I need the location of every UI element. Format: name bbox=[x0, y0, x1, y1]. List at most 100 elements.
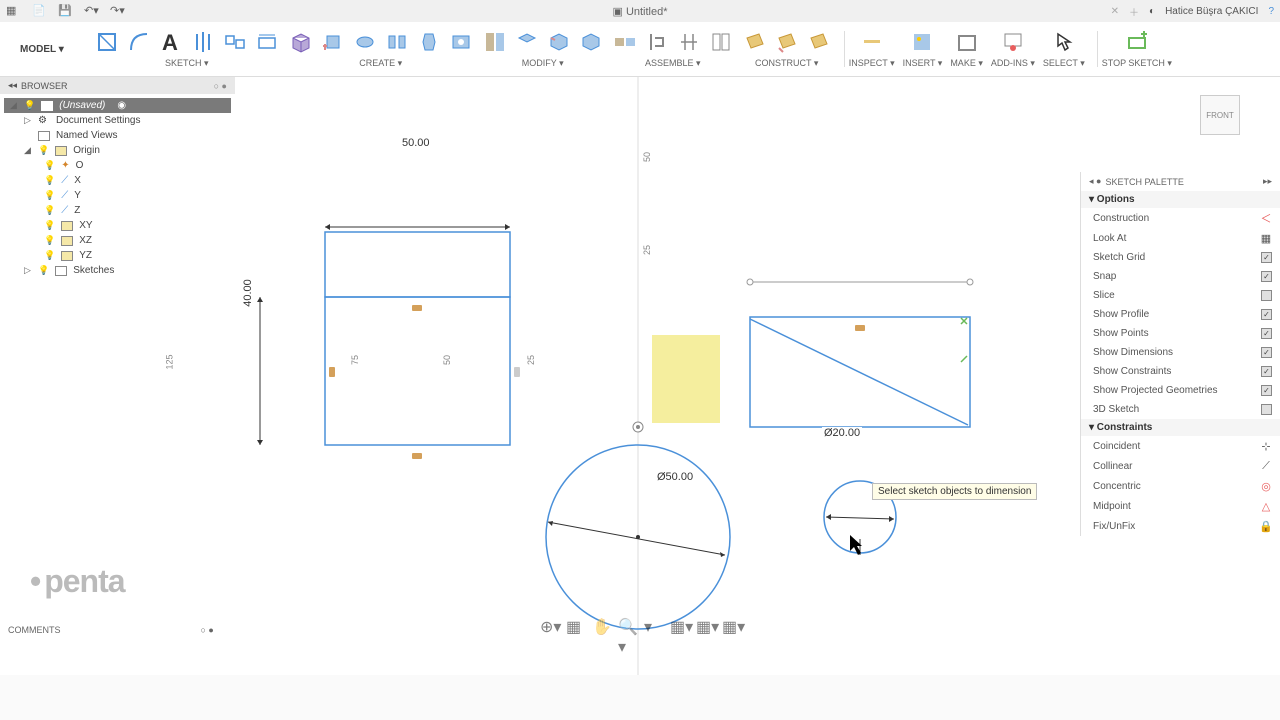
browser-root[interactable]: ◢💡 (Unsaved) ◉ bbox=[4, 98, 231, 113]
palette-construction[interactable]: Construction＜ bbox=[1081, 208, 1280, 228]
lookat-nav-icon[interactable]: ▦ bbox=[566, 617, 584, 635]
undo-icon[interactable]: ↶▾ bbox=[84, 4, 98, 18]
display-icon[interactable]: ▦▾ bbox=[670, 617, 688, 635]
create-loft-icon[interactable] bbox=[416, 29, 442, 55]
save-icon[interactable]: 💾 bbox=[58, 4, 72, 18]
palette-sketchgrid[interactable]: Sketch Grid bbox=[1081, 248, 1280, 267]
document-title: ▣ Untitled* bbox=[612, 5, 667, 18]
assemble-group-label[interactable]: ASSEMBLE ▾ bbox=[645, 58, 701, 69]
stop-sketch-label[interactable]: STOP SKETCH ▾ bbox=[1102, 58, 1172, 69]
tree-sketches[interactable]: ▷💡Sketches bbox=[4, 263, 231, 278]
grid-nav-icon[interactable]: ▦▾ bbox=[696, 617, 714, 635]
fit-icon[interactable]: ▾ bbox=[644, 617, 662, 635]
palette-slice[interactable]: Slice bbox=[1081, 286, 1280, 305]
modify-shell-icon[interactable] bbox=[514, 29, 540, 55]
browser-header[interactable]: ◂◂BROWSER ○ ● bbox=[0, 77, 235, 94]
tree-doc-settings[interactable]: ▷⚙Document Settings bbox=[4, 113, 231, 128]
tree-named-views[interactable]: Named Views bbox=[4, 128, 231, 143]
tree-origin-xy[interactable]: 💡XY bbox=[4, 218, 231, 233]
palette-showprofile[interactable]: Show Profile bbox=[1081, 305, 1280, 324]
palette-options-header[interactable]: ▾ Options bbox=[1081, 191, 1280, 208]
sketch-dim-icon[interactable] bbox=[254, 29, 280, 55]
palette-showdims[interactable]: Show Dimensions bbox=[1081, 343, 1280, 362]
construct-group-label[interactable]: CONSTRUCT ▾ bbox=[755, 58, 818, 69]
sketch-arc-icon[interactable] bbox=[126, 29, 152, 55]
grid-icon[interactable]: ▦ bbox=[6, 4, 20, 18]
modify-group-label[interactable]: MODIFY ▾ bbox=[522, 58, 564, 69]
palette-coincident[interactable]: Coincident⊹ bbox=[1081, 436, 1280, 456]
create-group-label[interactable]: CREATE ▾ bbox=[359, 58, 402, 69]
create-box-icon[interactable] bbox=[288, 29, 314, 55]
modify-fillet-icon[interactable] bbox=[482, 29, 508, 55]
stop-sketch-icon[interactable] bbox=[1124, 29, 1150, 55]
user-name[interactable]: Hatice Büşra ÇAKICI bbox=[1165, 6, 1258, 17]
palette-fixunfix[interactable]: Fix/UnFix🔒 bbox=[1081, 516, 1280, 536]
modify-combine-icon[interactable] bbox=[546, 29, 572, 55]
palette-snap[interactable]: Snap bbox=[1081, 267, 1280, 286]
comments-bar[interactable]: COMMENTS○ ● bbox=[8, 625, 214, 635]
palette-showpoints[interactable]: Show Points bbox=[1081, 324, 1280, 343]
make-group-label[interactable]: MAKE ▾ bbox=[950, 58, 983, 69]
redo-icon[interactable]: ↷▾ bbox=[110, 4, 124, 18]
assemble-joint-icon[interactable] bbox=[612, 29, 638, 55]
add-tab-icon[interactable]: ＋ bbox=[1129, 4, 1139, 19]
addins-icon[interactable] bbox=[1000, 29, 1026, 55]
orbit-icon[interactable]: ⊕▾ bbox=[540, 617, 558, 635]
palette-midpoint[interactable]: Midpoint△ bbox=[1081, 496, 1280, 516]
sketch-line-icon[interactable] bbox=[94, 29, 120, 55]
pan-icon[interactable]: ✋ bbox=[592, 617, 610, 635]
viewport-icon[interactable]: ▦▾ bbox=[722, 617, 740, 635]
tree-origin-y[interactable]: 💡⟋Y bbox=[4, 188, 231, 203]
select-group-label[interactable]: SELECT ▾ bbox=[1043, 58, 1085, 69]
create-extrude-icon[interactable] bbox=[320, 29, 346, 55]
tree-origin-z[interactable]: 💡⟋Z bbox=[4, 203, 231, 218]
inspect-group-label[interactable]: INSPECT ▾ bbox=[849, 58, 895, 69]
create-sweep-icon[interactable] bbox=[384, 29, 410, 55]
new-icon[interactable]: 📄 bbox=[32, 4, 46, 18]
close-tab-icon[interactable]: ✕ bbox=[1111, 6, 1119, 17]
palette-header[interactable]: ◂ ●SKETCH PALETTE▸▸ bbox=[1081, 172, 1280, 191]
palette-collinear[interactable]: Collinear⟋ bbox=[1081, 456, 1280, 476]
sketch-palette: ◂ ●SKETCH PALETTE▸▸ ▾ Options Constructi… bbox=[1080, 172, 1280, 536]
sketch-group-label[interactable]: SKETCH ▾ bbox=[165, 58, 209, 69]
assemble-4-icon[interactable] bbox=[708, 29, 734, 55]
help-icon[interactable]: ? bbox=[1268, 6, 1274, 17]
modify-split-icon[interactable] bbox=[578, 29, 604, 55]
palette-lookat[interactable]: Look At▦ bbox=[1081, 228, 1280, 248]
construct-axis-icon[interactable] bbox=[774, 29, 800, 55]
palette-3dsketch[interactable]: 3D Sketch bbox=[1081, 400, 1280, 419]
sketch-text-icon[interactable]: A bbox=[158, 29, 184, 55]
palette-showconstraints[interactable]: Show Constraints bbox=[1081, 362, 1280, 381]
palette-constraints-header[interactable]: ▾ Constraints bbox=[1081, 419, 1280, 436]
user-avatar-icon[interactable]: ◐ bbox=[1149, 6, 1155, 17]
construct-point-icon[interactable] bbox=[806, 29, 832, 55]
dim-rect-width[interactable]: 50.00 bbox=[400, 137, 432, 149]
insert-group-label[interactable]: INSERT ▾ bbox=[903, 58, 943, 69]
create-hole-icon[interactable] bbox=[448, 29, 474, 55]
dim-rect-height[interactable]: 40.00 bbox=[242, 277, 254, 309]
dim-circle1[interactable]: Ø50.00 bbox=[655, 471, 695, 483]
create-revolve-icon[interactable] bbox=[352, 29, 378, 55]
select-icon[interactable] bbox=[1051, 29, 1077, 55]
tree-origin[interactable]: ◢💡Origin bbox=[4, 143, 231, 158]
assemble-3-icon[interactable] bbox=[676, 29, 702, 55]
zoom-icon[interactable]: 🔍▾ bbox=[618, 617, 636, 635]
insert-icon[interactable] bbox=[909, 29, 935, 55]
tree-origin-x[interactable]: 💡⟋X bbox=[4, 173, 231, 188]
tree-origin-yz[interactable]: 💡YZ bbox=[4, 248, 231, 263]
tree-origin-xz[interactable]: 💡XZ bbox=[4, 233, 231, 248]
palette-showprojected[interactable]: Show Projected Geometries bbox=[1081, 381, 1280, 400]
model-dropdown[interactable]: MODEL ▾ bbox=[20, 44, 64, 55]
addins-group-label[interactable]: ADD-INS ▾ bbox=[991, 58, 1035, 69]
dim-circle2[interactable]: Ø20.00 bbox=[822, 427, 862, 439]
viewcube[interactable]: FRONT bbox=[1200, 95, 1250, 145]
make-icon[interactable] bbox=[954, 29, 980, 55]
sketch-rect-icon[interactable] bbox=[222, 29, 248, 55]
assemble-2-icon[interactable] bbox=[644, 29, 670, 55]
browser-panel: ◂◂BROWSER ○ ● ◢💡 (Unsaved) ◉ ▷⚙Document … bbox=[0, 77, 235, 282]
palette-concentric[interactable]: Concentric◎ bbox=[1081, 476, 1280, 496]
inspect-icon[interactable] bbox=[859, 29, 885, 55]
sketch-mirror-icon[interactable] bbox=[190, 29, 216, 55]
tree-origin-o[interactable]: 💡✦O bbox=[4, 158, 231, 173]
construct-plane-icon[interactable] bbox=[742, 29, 768, 55]
